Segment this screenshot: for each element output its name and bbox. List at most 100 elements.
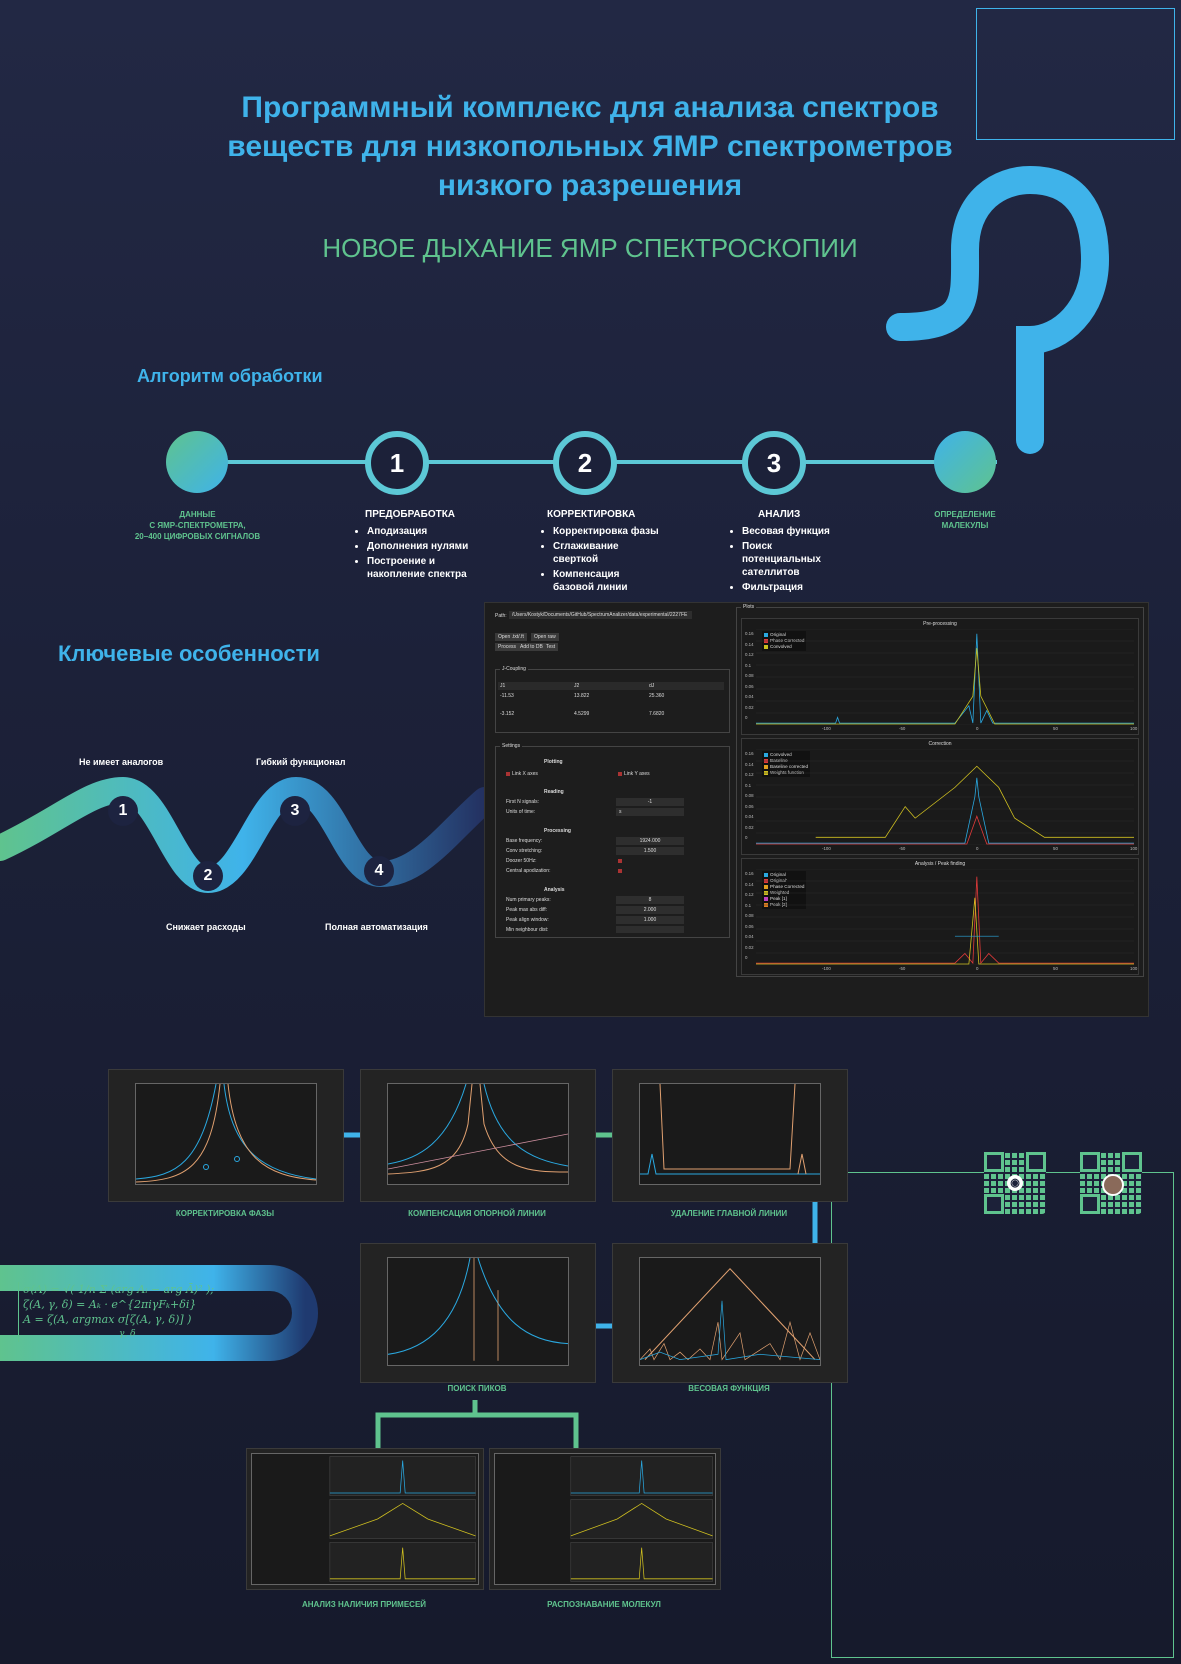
legend-entry: Original <box>764 872 804 878</box>
feature-node-3: 3 <box>280 796 310 826</box>
y-tick-label: 0.14 <box>745 881 754 887</box>
jcoupling-header: J2 <box>574 683 580 689</box>
github-icon: ◉ <box>1007 1175 1023 1191</box>
molecule-recognition-thumbnail <box>489 1448 721 1590</box>
step-node-3: 3 <box>742 431 806 495</box>
jcoupling-group: J-Coupling J1 J2 dJ -11.53 13.822 25.360… <box>495 666 730 733</box>
step-2-item: Сглаживание сверткой <box>553 540 661 566</box>
plots-group: Plots Pre-processing 0.16 0.14 0.12 0.1 0.08 0… <box>736 604 1144 977</box>
peak-align-field[interactable]: 1.000 <box>616 916 684 924</box>
min-neighbour-label: Min neighbour dist: <box>506 927 549 933</box>
x-tick-label: 100 <box>1130 726 1138 731</box>
jcoupling-header-row: J1 J2 dJ <box>498 682 724 690</box>
formula-block: σ(A) = √( 1/n Σ (arg Aᵢ − arg Ā)² ); ζ(A… <box>18 1282 263 1342</box>
reading-header: Reading <box>544 789 564 795</box>
avatar-qr-code[interactable] <box>1080 1152 1142 1214</box>
plot-panel[interactable]: Analysis / Peak finding 0.16 0.14 0.12 0.1 0.… <box>741 858 1139 975</box>
peak-max-label: Peak max abs diff: <box>506 907 548 913</box>
formula-line-4: γ, δ <box>119 1329 136 1339</box>
y-tick-label: 0.16 <box>745 871 754 876</box>
analysis-header: Analysis <box>544 887 565 893</box>
x-tick-label: 0 <box>976 726 979 731</box>
x-tick-label: -50 <box>899 966 906 971</box>
peak-align-label: Peak align window: <box>506 917 549 923</box>
x-tick-label: 50 <box>1053 966 1058 971</box>
spectrum-plot <box>756 869 1134 965</box>
step-1-item: Дополнения нулями <box>367 540 475 553</box>
conv-label: Conv stretching: <box>506 848 543 854</box>
step-2-item: Компенсация базовой линии <box>553 568 661 594</box>
central-label: Central apodization: <box>506 868 551 874</box>
step-3-item: Весовая функция <box>742 525 850 538</box>
feature-label-2: Снижает расходы <box>166 922 246 932</box>
x-tick-label: -50 <box>899 726 906 731</box>
caption-impurity-analysis: АНАЛИЗ НАЛИЧИЯ ПРИМЕСЕЙ <box>301 1600 427 1609</box>
base-freq-field[interactable]: 1924.000 <box>616 837 684 845</box>
y-tick-label: 0.02 <box>745 944 754 950</box>
units-select[interactable]: s <box>616 808 684 816</box>
jcoupling-cell: -11.53 <box>500 693 514 699</box>
formula-line-3: A = ζ(A, argmax σ[ζ(A, γ, δ)] ) <box>23 1313 192 1326</box>
plot-panel-title: Pre-processing <box>923 621 957 627</box>
path-field[interactable]: /Users/Kostyk/Documents/GitHub/SpectrumA… <box>509 611 692 619</box>
processing-header: Processing <box>544 828 571 834</box>
add-to-db-button[interactable]: Add to DB <box>517 643 546 651</box>
jcoupling-cell: 7.6820 <box>649 711 665 717</box>
central-checkbox[interactable] <box>618 868 624 874</box>
legend-entry: Original <box>764 632 804 638</box>
x-tick-label: 100 <box>1130 846 1138 851</box>
y-tick-label: 0.02 <box>745 704 754 710</box>
step-3-block: АНАЛИЗ Весовая функция Поиск потенциальн… <box>730 509 850 596</box>
open-raw-button[interactable]: Open raw <box>531 633 559 641</box>
legend-entry: Baseline corrected <box>764 764 808 770</box>
num-primary-field[interactable]: 8 <box>616 896 684 904</box>
end-node <box>934 431 996 493</box>
plots-title: Plots <box>741 604 757 610</box>
y-tick-label: 0.12 <box>745 892 754 897</box>
y-tick-label: 0.04 <box>745 694 754 699</box>
top-right-frame <box>976 8 1175 140</box>
step-2-block: КОРРЕКТИРОВКА Корректировка фазы Сглажив… <box>541 509 661 596</box>
y-tick-label: 0.04 <box>745 934 754 939</box>
plot-panel[interactable]: Pre-processing 0.16 0.14 0.12 0.1 0.08 0.06 0.0… <box>741 618 1139 735</box>
jcoupling-cell: 25.360 <box>649 693 665 699</box>
jcoupling-header: dJ <box>649 683 655 689</box>
open-txt-button[interactable]: Open .txt/.ft <box>495 633 527 641</box>
x-tick-label: -100 <box>822 726 831 731</box>
x-tick-label: -100 <box>822 846 831 851</box>
process-button[interactable]: Process <box>495 643 520 651</box>
conv-field[interactable]: 1.500 <box>616 847 684 855</box>
link-y-checkbox[interactable]: Link Y axes <box>618 771 650 777</box>
y-tick-label: 0 <box>745 715 748 720</box>
y-tick-label: 0.1 <box>745 782 752 788</box>
jcoupling-cell: -3.152 <box>500 711 515 717</box>
min-neighbour-field[interactable] <box>616 926 684 933</box>
x-tick-label: 0 <box>976 966 979 971</box>
start-label: ДАННЫЕ С ЯМР-СПЕКТРОМЕТРА, 20–400 ЦИФРОВ… <box>134 510 261 541</box>
path-label: Path: <box>495 613 507 619</box>
step-1-block: ПРЕДОБРАБОТКА Аподизация Дополнения нуля… <box>355 509 475 583</box>
test-button[interactable]: Test <box>543 643 559 651</box>
main-line-removal-thumbnail <box>612 1069 848 1202</box>
first-n-label: First N signals: <box>506 799 540 805</box>
avatar-icon <box>1102 1174 1124 1196</box>
jcoupling-header: J1 <box>500 683 506 689</box>
doozer-checkbox[interactable] <box>618 858 624 864</box>
step-1-item: Построение и накопление спектра <box>367 555 475 581</box>
step-3-title: АНАЛИЗ <box>758 509 801 520</box>
step-2-item: Корректировка фазы <box>553 525 661 538</box>
y-tick-label: 0.06 <box>745 923 754 929</box>
y-tick-label: 0.08 <box>745 673 754 678</box>
y-tick-label: 0.14 <box>745 641 754 647</box>
first-n-field[interactable]: -1 <box>616 798 684 806</box>
link-x-checkbox[interactable]: Link X axes <box>506 771 538 777</box>
step-2-title: КОРРЕКТИРОВКА <box>547 509 636 520</box>
y-tick-label: 0 <box>745 955 748 960</box>
feature-label-4: Полная автоматизация <box>325 922 428 932</box>
plot-panel[interactable]: Correction 0.16 0.14 0.12 0.1 0.08 0.06 0.04 0.0… <box>741 738 1139 855</box>
spectrum-plot <box>756 749 1134 845</box>
github-qr-code[interactable]: ◉ <box>984 1152 1046 1214</box>
spectrum-plot <box>756 629 1134 725</box>
peak-max-field[interactable]: 2.000 <box>616 906 684 914</box>
caption-main-line-removal: УДАЛЕНИЕ ГЛАВНОЙ ЛИНИИ <box>670 1209 788 1218</box>
